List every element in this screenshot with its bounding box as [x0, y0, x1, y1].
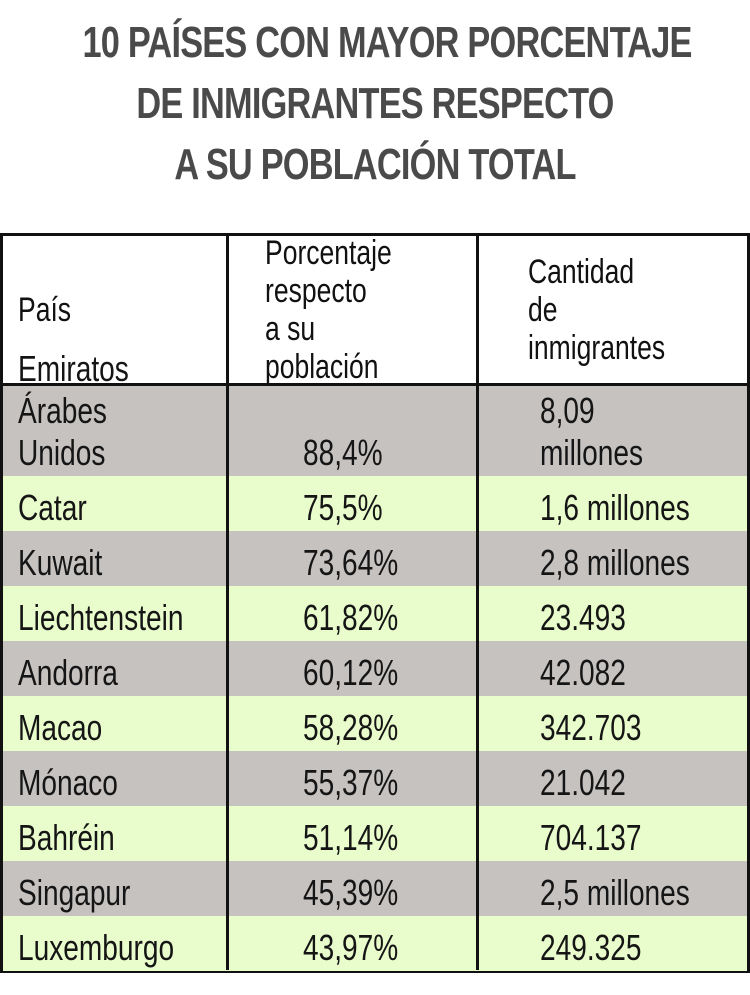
cell-percentage: 60,12%	[303, 652, 399, 693]
table-row: Andorra 60,12% 42.082	[3, 641, 747, 696]
header-immigrants: Cantidad de inmigrantes	[528, 252, 666, 367]
cell-immigrants: 704.137	[540, 817, 642, 858]
cell-country: Liechtenstein	[18, 597, 184, 638]
cell-country: Bahréin	[18, 817, 115, 858]
cell-percentage: 58,28%	[303, 707, 399, 748]
cell-country: Andorra	[18, 652, 118, 693]
cell-immigrants: 2,5 millones	[540, 872, 690, 913]
immigration-table: País Porcentaje respecto a su población …	[0, 233, 750, 973]
cell-immigrants: 1,6 millones	[540, 487, 690, 528]
page-title: 10 PAÍSES CON MAYOR PORCENTAJE DE INMIGR…	[0, 12, 750, 195]
cell-immigrants: 23.493	[540, 597, 626, 638]
cell-immigrants: 8,09 millones	[540, 390, 643, 473]
cell-immigrants: 21.042	[540, 762, 626, 803]
table-row: Macao 58,28% 342.703	[3, 696, 747, 751]
cell-country: Kuwait	[18, 542, 103, 583]
header-divider	[3, 383, 747, 386]
column-divider-1	[226, 236, 229, 970]
cell-percentage: 51,14%	[303, 817, 399, 858]
title-line-3: A SU POBLACIÓN TOTAL	[174, 140, 576, 189]
table-row: Mónaco 55,37% 21.042	[3, 751, 747, 806]
table-row: Luxemburgo 43,97% 249.325	[3, 916, 747, 971]
cell-percentage: 43,97%	[303, 927, 399, 968]
cell-percentage: 45,39%	[303, 872, 399, 913]
table-row: Singapur 45,39% 2,5 millones	[3, 861, 747, 916]
title-line-2: DE INMIGRANTES RESPECTO	[136, 79, 614, 128]
cell-percentage: 55,37%	[303, 762, 399, 803]
title-line-1: 10 PAÍSES CON MAYOR PORCENTAJE	[82, 18, 693, 67]
column-divider-2	[476, 236, 479, 970]
table-row: Liechtenstein 61,82% 23.493	[3, 586, 747, 641]
cell-country: Singapur	[18, 872, 131, 913]
cell-country: Emiratos Árabes Unidos	[18, 348, 129, 473]
cell-percentage: 73,64%	[303, 542, 399, 583]
cell-country: Luxemburgo	[18, 927, 175, 968]
cell-country: Catar	[18, 487, 87, 528]
cell-percentage: 75,5%	[303, 487, 383, 528]
table-row: Catar 75,5% 1,6 millones	[3, 476, 747, 531]
cell-immigrants: 249.325	[540, 927, 642, 968]
table-row: Emiratos Árabes Unidos 88,4% 8,09 millones	[3, 348, 747, 476]
cell-country: Macao	[18, 707, 103, 748]
cell-percentage: 88,4%	[303, 432, 383, 473]
cell-immigrants: 342.703	[540, 707, 642, 748]
header-country: País	[18, 290, 72, 329]
table-row: Bahréin 51,14% 704.137	[3, 806, 747, 861]
cell-country: Mónaco	[18, 762, 118, 803]
header-percentage: Porcentaje respecto a su población	[265, 233, 392, 386]
cell-immigrants: 2,8 millones	[540, 542, 690, 583]
table-row: Kuwait 73,64% 2,8 millones	[3, 531, 747, 586]
cell-immigrants: 42.082	[540, 652, 626, 693]
cell-percentage: 61,82%	[303, 597, 399, 638]
